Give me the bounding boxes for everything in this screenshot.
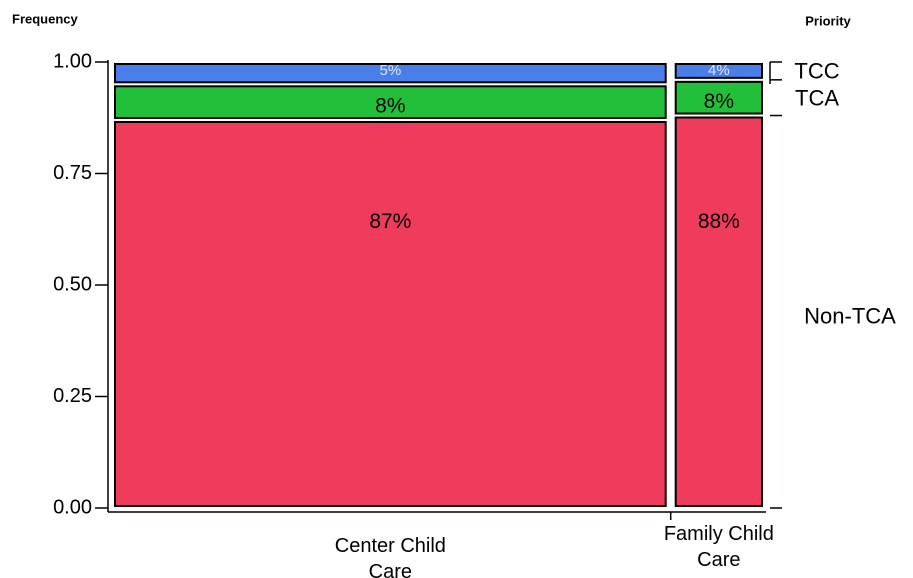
mosaic-cell — [674, 63, 764, 79]
x-tick-label: Center Child Care — [334, 535, 446, 578]
y-tick-label: 0.00 — [53, 496, 92, 518]
legend-label: TCA — [795, 85, 839, 110]
y-tick-label: 0.75 — [53, 162, 92, 184]
y-tick-label: 0.25 — [53, 385, 92, 407]
value-label: 8% — [704, 90, 734, 113]
value-label: 8% — [375, 95, 405, 118]
x-tick-label: Family Child Care — [663, 523, 774, 571]
value-label: 4% — [708, 62, 730, 79]
value-label: 5% — [380, 62, 402, 79]
legend-label: Non-TCA — [804, 304, 896, 329]
mosaic-cell — [674, 80, 764, 115]
legend-label: TCC — [794, 59, 839, 84]
legend-title: Priority — [805, 13, 851, 28]
y-axis-title: Frequency — [12, 11, 79, 26]
mosaic-cell — [674, 116, 764, 508]
value-label: 88% — [698, 210, 740, 233]
mosaic-cell — [114, 63, 667, 84]
y-tick-label: 0.50 — [53, 273, 92, 295]
value-label: 87% — [369, 210, 411, 233]
y-tick-label: 1.00 — [53, 50, 92, 72]
mosaic-cell — [114, 120, 667, 507]
mosaic-cell — [114, 85, 667, 119]
